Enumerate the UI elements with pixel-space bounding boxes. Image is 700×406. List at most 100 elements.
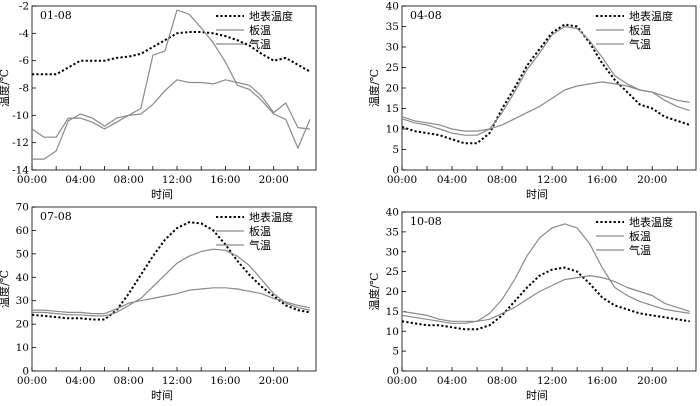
series-line-3 xyxy=(401,25,690,136)
x-tick-label: 08:00 xyxy=(114,375,144,387)
x-tick-label: 12:00 xyxy=(537,375,567,387)
x-tick-label: 00:00 xyxy=(17,174,47,186)
y-tick-label: 30 xyxy=(16,295,29,307)
y-tick-label: 20 xyxy=(16,319,29,331)
y-tick-label: 5 xyxy=(392,346,399,358)
x-tick-label: 20:00 xyxy=(637,174,667,186)
y-tick-label: 40 xyxy=(16,272,29,284)
x-tick-label: 08:00 xyxy=(114,174,144,186)
legend-label: 地表温度 xyxy=(629,215,673,229)
x-tick-label: 20:00 xyxy=(259,174,289,186)
x-tick-label: 04:00 xyxy=(437,375,467,387)
y-tick-label: 20 xyxy=(386,83,399,95)
legend-label: 板温 xyxy=(629,23,651,37)
y-axis-title: 温度/℃ xyxy=(0,270,11,308)
x-tick-label: 16:00 xyxy=(210,174,240,186)
y-tick-label: 30 xyxy=(386,42,399,54)
x-tick-label: 00:00 xyxy=(387,174,417,186)
series-line-1 xyxy=(31,221,311,321)
chart-panel-2: 0 5 10 15 20 25 30 35 40 00:00 04:00 08:00 12:00 16:0… xyxy=(367,1,697,201)
y-tick-label: 35 xyxy=(386,21,399,33)
chart-panel-4: 0 5 10 15 20 25 30 35 40 00:00 04:00 08:00 12:00 16:0… xyxy=(367,207,697,402)
x-axis-title: 时间 xyxy=(526,188,548,201)
x-tick-label: 04:00 xyxy=(437,174,467,186)
panel-date-label: 04-08 xyxy=(410,9,442,22)
plot-frame xyxy=(31,5,317,171)
y-tick-label: 0 xyxy=(392,366,399,378)
y-tick-label: 0 xyxy=(22,366,29,378)
y-tick-label: -4 xyxy=(19,28,30,40)
y-tick-label: -14 xyxy=(12,165,29,177)
x-tick-label: 16:00 xyxy=(587,174,617,186)
y-tick-label: 40 xyxy=(386,207,399,219)
x-tick-label: 12:00 xyxy=(537,174,567,186)
x-tick-label: 00:00 xyxy=(17,375,47,387)
y-tick-label: 5 xyxy=(392,144,399,156)
panel-date-label: 01-08 xyxy=(40,9,72,22)
x-tick-label: 16:00 xyxy=(587,375,617,387)
y-axis-title: 温度/℃ xyxy=(367,272,381,310)
plot-frame xyxy=(401,211,697,372)
series-line-2 xyxy=(31,79,311,138)
y-tick-label: -12 xyxy=(12,137,29,149)
y-tick-label: 15 xyxy=(386,103,399,115)
legend-label: 板温 xyxy=(249,224,271,238)
y-tick-label: 25 xyxy=(386,266,399,278)
x-axis-title: 时间 xyxy=(151,389,173,402)
legend-label: 地表温度 xyxy=(249,210,293,224)
legend-label: 气温 xyxy=(249,37,271,51)
y-tick-label: 40 xyxy=(386,1,399,13)
legend-label: 气温 xyxy=(249,238,271,252)
y-tick-label: 0 xyxy=(392,165,399,177)
legend-label: 气温 xyxy=(629,243,651,257)
y-tick-label: 10 xyxy=(386,326,399,338)
series-line-3 xyxy=(32,287,311,315)
y-axis-title: 温度/℃ xyxy=(0,69,11,107)
x-tick-label: 08:00 xyxy=(487,174,517,186)
series-line-1 xyxy=(32,31,311,76)
y-tick-label: -10 xyxy=(12,110,29,122)
x-tick-label: 04:00 xyxy=(65,174,95,186)
x-tick-label: 20:00 xyxy=(637,375,667,387)
series-line-2 xyxy=(32,248,311,317)
legend-label: 地表温度 xyxy=(249,9,293,23)
x-axis-title: 时间 xyxy=(526,389,548,402)
y-tick-label: 50 xyxy=(16,248,29,260)
legend-label: 板温 xyxy=(629,229,651,243)
x-tick-label: 12:00 xyxy=(162,174,192,186)
series-line-2 xyxy=(401,81,690,132)
legend-label: 板温 xyxy=(249,23,271,37)
y-tick-label: -2 xyxy=(19,1,29,13)
y-tick-label: -8 xyxy=(19,83,29,95)
y-axis-title: 温度/℃ xyxy=(367,69,381,107)
series-line-1 xyxy=(401,266,690,331)
plot-frame xyxy=(31,206,317,372)
series-line-1 xyxy=(401,23,691,145)
y-tick-label: 35 xyxy=(386,226,399,238)
y-tick-label: 70 xyxy=(16,202,29,214)
x-tick-label: 04:00 xyxy=(65,375,95,387)
plot-frame xyxy=(401,5,697,171)
x-tick-label: 08:00 xyxy=(487,375,517,387)
legend-label: 地表温度 xyxy=(629,9,673,23)
x-axis-title: 时间 xyxy=(151,188,173,201)
x-tick-label: 12:00 xyxy=(162,375,192,387)
chart-panel-3: 0 10 20 30 40 50 60 70 00:00 04:00 08:00 12:00 16:00… xyxy=(0,202,317,402)
legend-label: 气温 xyxy=(629,37,651,51)
y-tick-label: -6 xyxy=(19,55,30,67)
y-tick-label: 20 xyxy=(386,286,399,298)
y-tick-label: 10 xyxy=(386,124,399,136)
panel-date-label: 10-08 xyxy=(410,215,442,228)
y-tick-label: 30 xyxy=(386,246,399,258)
series-line-3 xyxy=(401,223,690,324)
x-tick-label: 16:00 xyxy=(210,375,240,387)
y-tick-label: 60 xyxy=(16,225,29,237)
series-line-2 xyxy=(401,275,690,322)
x-tick-label: 00:00 xyxy=(387,375,417,387)
panel-date-label: 07-08 xyxy=(40,210,72,223)
chart-panel-1: -14 -12 -10 -8 -6 -4 -2 00:00 04:00 08:00 12:00 16:… xyxy=(0,1,317,201)
y-tick-label: 25 xyxy=(386,62,399,74)
y-tick-label: 15 xyxy=(386,306,399,318)
series-line-3 xyxy=(32,9,311,160)
